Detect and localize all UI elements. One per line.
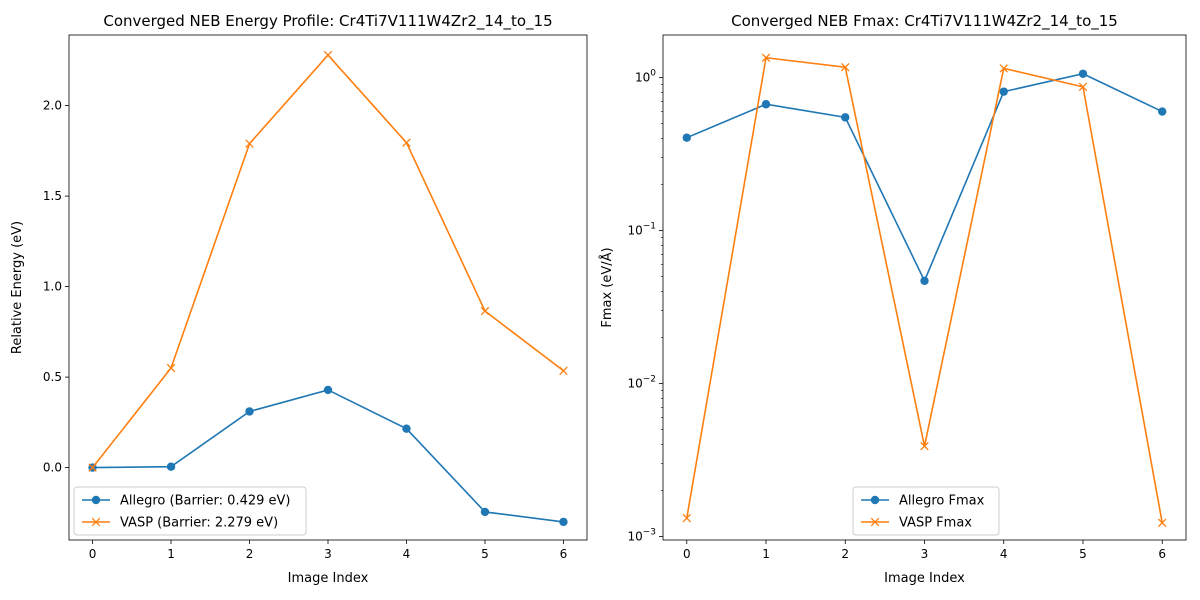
series-line-1 [685, 56, 1164, 523]
data-point [480, 507, 490, 517]
data-point [166, 462, 176, 471]
data-point [480, 306, 490, 316]
legend-marker [870, 517, 880, 527]
data-point [920, 276, 929, 285]
data-point [559, 517, 568, 527]
y-tick-label: 100 [635, 69, 656, 85]
y-tick-label: 0.0 [43, 461, 62, 475]
data-point [245, 139, 254, 148]
x-tick-label: 5 [481, 547, 489, 561]
data-point [166, 363, 176, 373]
legend-box [73, 486, 307, 536]
plot-frame [662, 34, 1187, 541]
y-tick-label: 10−3 [627, 528, 656, 544]
plot-frame [68, 34, 588, 541]
series-line-1 [91, 53, 564, 469]
y-tick-label: 0.5 [43, 370, 62, 384]
x-tick-label: 6 [1158, 547, 1166, 561]
x-tick-label: 1 [167, 547, 175, 561]
legend-label: VASP (Barrier: 2.279 eV) [120, 516, 278, 531]
data-point [402, 424, 411, 433]
x-tick-label: 2 [841, 547, 849, 561]
data-point [840, 62, 850, 72]
x-tick-label: 3 [921, 547, 929, 561]
x-tick-label: 6 [560, 547, 568, 561]
x-axis-label: Image Index [288, 571, 369, 586]
data-point [761, 53, 771, 62]
x-tick-label: 4 [1000, 547, 1008, 561]
y-tick-label: 10−1 [627, 222, 656, 238]
data-point [245, 407, 254, 416]
y-tick-label: 1.0 [43, 280, 62, 294]
x-tick-label: 2 [246, 547, 254, 561]
y-tick-label: 1.5 [43, 189, 62, 203]
data-point [999, 87, 1008, 96]
data-point [1078, 82, 1088, 92]
x-tick-label: 0 [683, 547, 691, 561]
legend-label: Allegro (Barrier: 0.429 eV) [120, 494, 290, 509]
y-tick-label: 10−2 [627, 375, 656, 391]
data-point [1157, 518, 1167, 528]
data-point [1078, 69, 1088, 78]
x-tick-label: 5 [1079, 547, 1087, 561]
y-tick-label: 2.0 [43, 99, 62, 113]
x-tick-label: 1 [762, 547, 770, 561]
legend-marker [91, 495, 101, 505]
x-tick-label: 4 [403, 547, 411, 561]
legend-label: VASP Fmax [899, 516, 972, 531]
y-axis-label: Relative Energy (eV) [10, 221, 25, 354]
data-point [682, 513, 692, 523]
x-axis-label: Image Index [884, 571, 965, 586]
data-point [999, 64, 1008, 73]
data-point [761, 100, 771, 109]
data-point [402, 138, 411, 147]
data-point [323, 50, 333, 60]
data-point [559, 366, 568, 376]
chart-title: Converged NEB Fmax: Cr4Ti7V111W4Zr2_14_t… [731, 12, 1118, 31]
data-point [841, 113, 850, 122]
data-point [323, 385, 333, 395]
chart-title: Converged NEB Energy Profile: Cr4Ti7V111… [103, 12, 552, 31]
energy-profile-chart: Converged NEB Energy Profile: Cr4Ti7V111… [10, 12, 588, 586]
legend-marker [870, 495, 880, 505]
legend: Allegro (Barrier: 0.429 eV) VASP (Barrier… [73, 486, 307, 536]
data-point [88, 463, 97, 472]
data-point [1158, 107, 1167, 116]
legend-marker [91, 517, 101, 527]
y-axis-label: Fmax (eV/Å) [599, 247, 615, 327]
legend-label: Allegro Fmax [899, 494, 985, 509]
data-point [920, 441, 929, 451]
fmax-chart: Converged NEB Fmax: Cr4Ti7V111W4Zr2_14_t… [599, 12, 1187, 586]
data-point [682, 133, 691, 142]
legend: Allegro Fmax VASP Fmax [852, 486, 1000, 536]
x-tick-label: 0 [89, 547, 97, 561]
legend-box [852, 486, 1000, 536]
x-tick-label: 3 [324, 547, 332, 561]
